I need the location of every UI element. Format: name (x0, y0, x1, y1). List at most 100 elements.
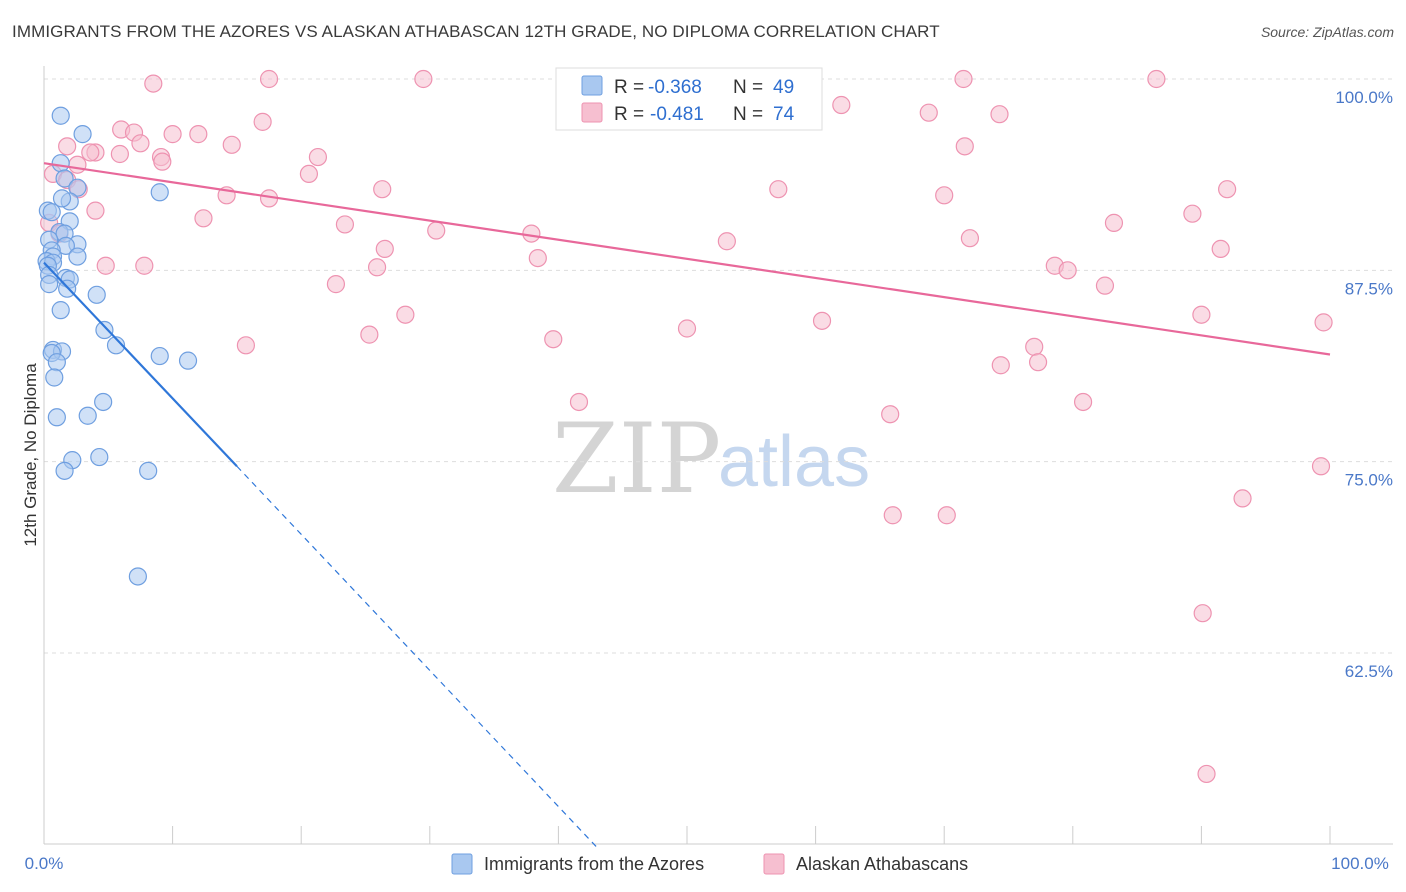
y-tick-labels: 100.0% 87.5% 75.0% 62.5% (1335, 88, 1393, 681)
athabascan-point (1197, 764, 1216, 784)
athabascan-point (1211, 239, 1230, 259)
y-tick-label: 62.5% (1345, 662, 1393, 681)
bottom-legend-swatch-athabascans (763, 853, 785, 875)
athabascan-point (1104, 213, 1124, 232)
gridlines (44, 78, 1393, 654)
athabascan-point (812, 311, 832, 330)
athabascan-point (1233, 489, 1252, 508)
athabascan-point (832, 95, 851, 115)
athabascan-point (299, 164, 319, 184)
athabascan-trendline (43, 162, 1331, 356)
bottom-legend-label-azores: Immigrants from the Azores (484, 854, 704, 874)
x-tick-label-max: 100.0% (1331, 854, 1389, 873)
source-label: Source: ZipAtlas.com (1260, 24, 1394, 40)
athabascan-point (881, 405, 900, 424)
azores-point (128, 567, 147, 586)
y-tick-label: 75.0% (1345, 471, 1393, 490)
azores-point (68, 178, 87, 197)
athabascan-point (375, 239, 394, 259)
athabascan-point (222, 135, 241, 154)
athabascan-point (236, 336, 256, 355)
athabascan-point (569, 392, 589, 412)
athabascan-point (883, 506, 902, 525)
azores-point (51, 154, 70, 173)
legend-n-value-athabascans: 74 (773, 104, 795, 125)
legend-swatch-azores (581, 75, 603, 96)
y-tick-label: 87.5% (1345, 279, 1393, 298)
legend-r-label-azores: R = (614, 77, 644, 98)
legend-r-value-azores: -0.368 (648, 77, 702, 98)
azores-point (150, 183, 169, 202)
x-ticks (172, 826, 1331, 844)
athabascan-point (335, 215, 355, 234)
athabascan-point (954, 69, 973, 89)
y-tick-label: 100.0% (1335, 88, 1393, 107)
athabascan-point (427, 221, 446, 240)
athabascan-point (1058, 261, 1077, 280)
azores-point (47, 353, 66, 372)
azores-point (52, 189, 72, 208)
series-azores (37, 106, 198, 586)
azores-point (51, 301, 70, 320)
athabascan-point (81, 143, 100, 162)
axes (43, 66, 1393, 845)
legend-r-value-athabascans: -0.481 (650, 104, 704, 125)
bottom-legend-label-athabascans: Alaskan Athabascans (796, 854, 968, 874)
athabascan-point (717, 232, 736, 251)
bottom-legend-swatch-azores (451, 853, 473, 875)
athabascan-point (769, 180, 788, 199)
legend-r-label-athabascans: R = (614, 104, 644, 125)
athabascan-point (1193, 604, 1212, 623)
athabascan-point (326, 275, 346, 294)
athabascan-point (68, 155, 87, 174)
athabascan-point (96, 256, 115, 275)
athabascan-point (259, 69, 279, 89)
azores-point (42, 203, 61, 222)
trendlines (43, 162, 1331, 848)
athabascan-point (1314, 313, 1333, 332)
azores-point (51, 106, 70, 125)
athabascan-point (991, 356, 1010, 375)
azores-trendline (43, 261, 238, 468)
azores-point (68, 247, 87, 266)
azores-point (95, 320, 114, 340)
athabascan-point (528, 248, 547, 268)
athabascan-point (308, 147, 328, 167)
athabascan-point (1218, 180, 1237, 199)
athabascan-point (1311, 457, 1331, 476)
athabascan-point (144, 74, 163, 93)
athabascan-point (1028, 353, 1048, 372)
azores-point (40, 275, 59, 294)
azores-point (73, 125, 92, 144)
legend-swatch-athabascans (581, 102, 603, 123)
athabascan-point (677, 319, 697, 338)
legend-box: R = -0.368 N = 49 R = -0.481 N = 74 (555, 67, 823, 131)
legend-n-label-athabascans: N = (733, 104, 763, 125)
athabascan-point (1095, 276, 1115, 295)
watermark-zip: ZIP (552, 403, 721, 515)
athabascan-point (373, 180, 392, 199)
legend-n-label-azores: N = (733, 77, 763, 98)
athabascan-point (135, 256, 154, 275)
athabascan-point (194, 209, 213, 228)
athabascan-point (189, 125, 208, 144)
legend-n-value-azores: 49 (773, 77, 794, 98)
athabascan-point (990, 105, 1009, 124)
azores-point (94, 392, 113, 412)
chart-title: IMMIGRANTS FROM THE AZORES VS ALASKAN AT… (12, 22, 940, 41)
azores-point (55, 461, 74, 480)
azores-point (106, 336, 126, 355)
athabascan-point (86, 201, 105, 220)
bottom-legend: Immigrants from the Azores Alaskan Athab… (451, 853, 968, 875)
athabascan-point (58, 137, 77, 156)
azores-point (139, 461, 158, 480)
athabascan-point (937, 506, 956, 525)
athabascan-point (1147, 69, 1166, 89)
y-axis-label: 12th Grade, No Diploma (21, 363, 40, 547)
azores-point (55, 169, 74, 188)
athabascan-point (955, 137, 974, 156)
athabascan-point (396, 305, 415, 324)
athabascan-point (919, 103, 938, 122)
athabascan-point (935, 186, 954, 205)
